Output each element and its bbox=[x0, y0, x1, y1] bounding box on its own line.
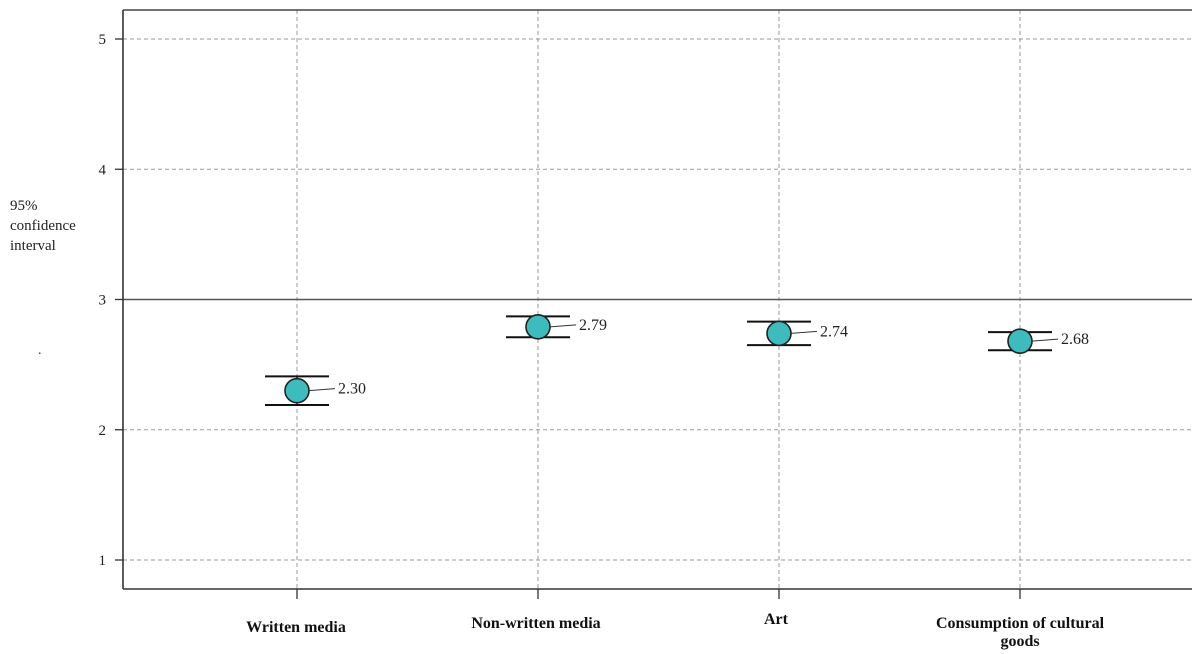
y-axis-label-line-2: confidence bbox=[10, 218, 76, 234]
data-label-written-media: 2.30 bbox=[338, 381, 366, 398]
y-tick-label-4: 4 bbox=[99, 162, 107, 178]
y-tick-label-5: 5 bbox=[99, 32, 107, 48]
stray-mark: . bbox=[38, 343, 42, 358]
x-tick-label-art: Art bbox=[764, 611, 788, 628]
mean-marker-non-written-media bbox=[525, 314, 551, 340]
y-axis-label-line-3: interval bbox=[10, 238, 56, 254]
mean-marker-art bbox=[766, 320, 792, 347]
x-tick-label-non-written-media: Non-written media bbox=[471, 615, 601, 632]
y-tick-label-3: 3 bbox=[99, 293, 107, 309]
data-label-non-written-media: 2.79 bbox=[579, 317, 607, 334]
y-tick-label-2: 2 bbox=[99, 423, 107, 439]
mean-marker-written-media bbox=[284, 377, 310, 404]
y-axis-label-line-1: 95% bbox=[10, 198, 38, 214]
mean-marker-consumption-of-cultural-goods bbox=[1007, 328, 1033, 354]
label-leader-written-media bbox=[308, 388, 336, 392]
label-leader-art bbox=[790, 330, 818, 334]
data-label-art: 2.74 bbox=[820, 323, 848, 340]
x-tick-label-written-media: Written media bbox=[246, 619, 346, 636]
label-leader-consumption-of-cultural-goods bbox=[1031, 338, 1059, 342]
x-tick-label-consumption-of-cultural-goods: Consumption of cultural goods bbox=[935, 615, 1105, 650]
y-tick-label-1: 1 bbox=[99, 553, 107, 569]
data-label-consumption-of-cultural-goods: 2.68 bbox=[1061, 331, 1089, 348]
label-leader-non-written-media bbox=[549, 324, 577, 328]
